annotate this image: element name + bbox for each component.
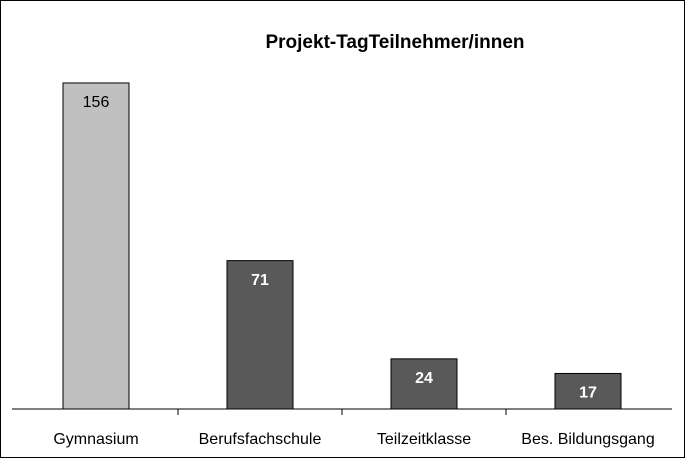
data-label: 71 <box>251 272 269 289</box>
x-tick-label: Gymnasium <box>53 431 138 448</box>
bar <box>62 82 130 410</box>
bar <box>226 260 294 410</box>
data-label: 24 <box>415 370 433 387</box>
bar <box>554 372 622 410</box>
x-tick-label: Bes. Bildungsgang <box>521 431 654 448</box>
bar <box>390 358 458 410</box>
x-tick-label: Berufsfachschule <box>199 431 322 448</box>
data-label: 156 <box>83 94 110 111</box>
x-tick-label: Teilzeitklasse <box>377 431 471 448</box>
data-label: 17 <box>579 385 597 402</box>
chart-title: Projekt-TagTeilnehmer/innen <box>265 32 524 53</box>
